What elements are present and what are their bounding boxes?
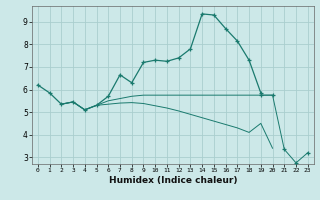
X-axis label: Humidex (Indice chaleur): Humidex (Indice chaleur) <box>108 176 237 185</box>
